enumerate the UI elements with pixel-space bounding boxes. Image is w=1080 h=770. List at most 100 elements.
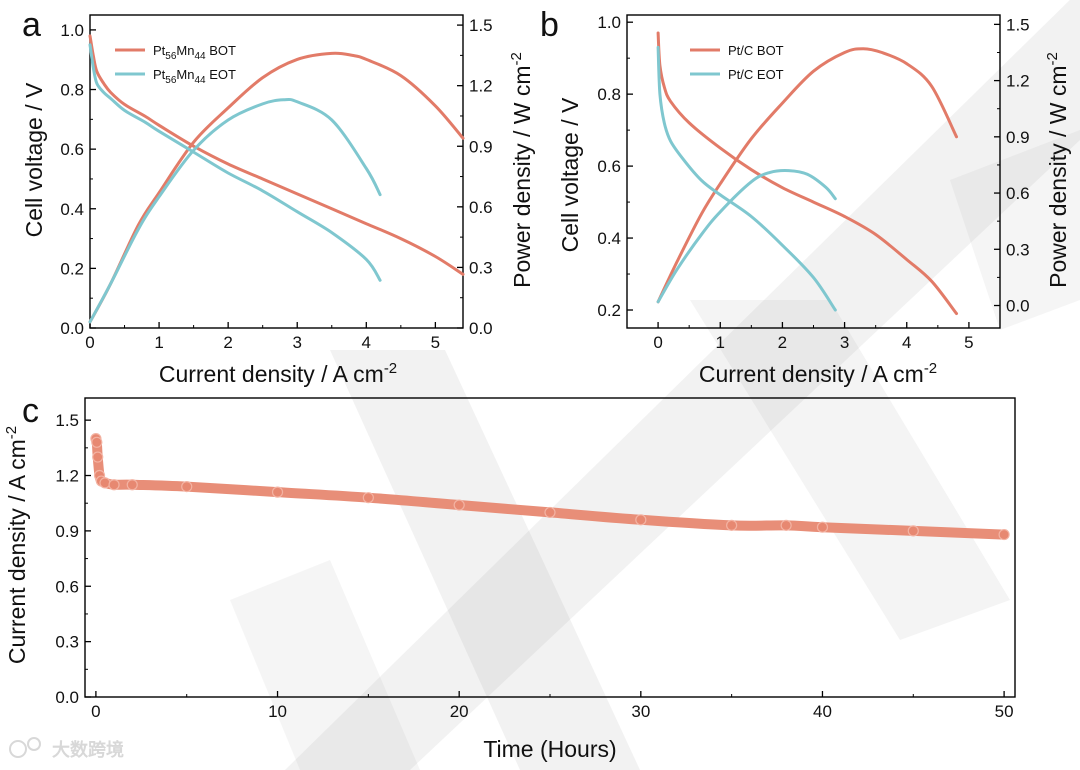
legend-label-part: 56 bbox=[165, 75, 177, 86]
y-right-tick-label: 0.9 bbox=[1006, 128, 1030, 147]
y-tick-label: 0.8 bbox=[60, 81, 84, 100]
series-line-pt56mn44-bot-power bbox=[88, 51, 465, 324]
series-line-pt-c-eot-voltage bbox=[656, 45, 837, 312]
brand-text: 大数跨境 bbox=[52, 739, 124, 760]
panel-a-ylabel-left: Cell voltage / V bbox=[21, 82, 47, 237]
x-tick-label: 1 bbox=[716, 333, 725, 352]
legend-label-part: Mn bbox=[176, 43, 194, 58]
y-tick-label: 1.0 bbox=[597, 13, 621, 32]
y-tick-label: 0.4 bbox=[60, 200, 84, 219]
stability-point bbox=[92, 451, 104, 463]
panel-b-ylabel-left: Cell voltage / V bbox=[557, 97, 583, 252]
x-tick-label: 3 bbox=[292, 333, 301, 352]
legend-label: Pt56Mn44 BOT bbox=[153, 43, 236, 62]
watermark-stroke bbox=[330, 350, 640, 770]
stability-point bbox=[544, 506, 556, 519]
y-tick-label: 0.8 bbox=[597, 85, 621, 104]
y-tick-label: 0.2 bbox=[60, 259, 84, 278]
brand-logo-icon bbox=[27, 737, 41, 751]
legend-label-part: Pt/C BOT bbox=[728, 43, 784, 58]
legend-label-part: 44 bbox=[194, 75, 206, 86]
panel-b-chart: b Cell voltage / V Power density / W cm-… bbox=[540, 6, 1071, 387]
panel-a-ylabel-right: Power density / W cm-2 bbox=[508, 52, 535, 288]
series-line-pt-c-bot-voltage bbox=[656, 31, 958, 316]
y-right-tick-label: 0.3 bbox=[1006, 240, 1030, 259]
y-tick-label: 1.5 bbox=[55, 411, 79, 430]
x-tick-label: 10 bbox=[268, 702, 287, 721]
stability-point bbox=[362, 492, 374, 504]
y-right-tick-label: 0.6 bbox=[469, 198, 493, 217]
panel-c-letter: c bbox=[22, 392, 39, 430]
legend-label-part: Pt/C EOT bbox=[728, 67, 784, 82]
x-tick-label: 20 bbox=[450, 702, 469, 721]
panel-a-chart: a Cell voltage / V Power density / W cm-… bbox=[21, 6, 535, 387]
series-line-pt56mn44-eot-voltage bbox=[88, 43, 382, 282]
stability-point bbox=[91, 436, 103, 448]
x-tick-label: 3 bbox=[840, 333, 849, 352]
y-tick-label: 0.2 bbox=[597, 301, 621, 320]
stability-point bbox=[726, 519, 738, 531]
x-tick-label: 4 bbox=[902, 333, 911, 352]
x-tick-label: 0 bbox=[85, 333, 94, 352]
stability-point bbox=[126, 479, 138, 491]
x-tick-label: 5 bbox=[964, 333, 973, 352]
legend-label-part: Pt bbox=[153, 43, 166, 58]
panel-b-ylabel-right: Power density / W cm-2 bbox=[1044, 52, 1071, 288]
legend-label: Pt/C BOT bbox=[728, 43, 784, 58]
stability-point bbox=[99, 477, 111, 489]
series-line-pt56mn44-bot-voltage bbox=[88, 34, 465, 276]
x-tick-label: 2 bbox=[778, 333, 787, 352]
watermark-stroke bbox=[690, 300, 1010, 640]
plot-frame bbox=[89, 14, 464, 329]
watermark bbox=[230, 0, 1080, 770]
y-right-tick-label: 0.6 bbox=[1006, 184, 1030, 203]
brand-watermark: 大数跨境 bbox=[9, 737, 124, 760]
stability-point bbox=[635, 514, 647, 526]
panel-c-chart: c Current density / A cm-2 Time (Hours) … bbox=[3, 392, 1016, 762]
stability-point bbox=[271, 486, 284, 498]
y-tick-label: 0.6 bbox=[597, 157, 621, 176]
series-line-pt-c-bot-power bbox=[656, 47, 958, 304]
x-tick-label: 30 bbox=[631, 702, 650, 721]
panel-b-letter: b bbox=[540, 6, 559, 44]
panel-c-ylabel: Current density / A cm-2 bbox=[3, 426, 30, 664]
stability-point bbox=[181, 480, 193, 493]
y-tick-label: 1.2 bbox=[55, 467, 79, 486]
y-tick-label: 0.6 bbox=[55, 577, 79, 596]
stability-point bbox=[907, 525, 919, 537]
x-tick-label: 40 bbox=[813, 702, 832, 721]
y-tick-label: 0.4 bbox=[597, 229, 621, 248]
y-right-tick-label: 1.2 bbox=[1006, 72, 1030, 91]
legend-label: Pt/C EOT bbox=[728, 67, 784, 82]
y-right-tick-label: 0.3 bbox=[469, 258, 493, 277]
watermark-stroke bbox=[950, 130, 1080, 330]
legend-label: Pt56Mn44 EOT bbox=[153, 67, 236, 86]
stability-point bbox=[998, 528, 1010, 541]
y-tick-label: 0.0 bbox=[60, 319, 84, 338]
legend-label-part: BOT bbox=[206, 43, 236, 58]
series-line-pt-c-eot-power bbox=[656, 169, 837, 304]
stability-point bbox=[780, 519, 792, 531]
legend-label-part: 44 bbox=[194, 51, 206, 62]
y-tick-label: 0.0 bbox=[55, 688, 79, 707]
panel-a-xlabel: Current density / A cm-2 bbox=[159, 360, 397, 387]
panel-b-xlabel: Current density / A cm-2 bbox=[699, 360, 937, 387]
y-tick-label: 0.3 bbox=[55, 633, 79, 652]
y-tick-label: 1.0 bbox=[60, 21, 84, 40]
brand-logo-icon bbox=[9, 740, 27, 758]
panel-c-xlabel: Time (Hours) bbox=[483, 736, 616, 762]
y-right-tick-label: 1.5 bbox=[1006, 15, 1030, 34]
y-right-tick-label: 0.9 bbox=[469, 137, 493, 156]
stability-point bbox=[108, 479, 120, 491]
y-right-tick-label: 1.5 bbox=[469, 16, 493, 35]
series-line-pt56mn44-eot-power bbox=[88, 97, 382, 324]
legend-label-part: Mn bbox=[176, 67, 194, 82]
panel-a-letter: a bbox=[22, 6, 41, 44]
legend-label-part: 56 bbox=[165, 51, 177, 62]
x-tick-label: 4 bbox=[362, 333, 371, 352]
y-right-tick-label: 1.2 bbox=[469, 77, 493, 96]
watermark-stroke bbox=[285, 0, 1080, 770]
watermark-stroke bbox=[230, 560, 420, 770]
x-tick-label: 50 bbox=[995, 702, 1014, 721]
